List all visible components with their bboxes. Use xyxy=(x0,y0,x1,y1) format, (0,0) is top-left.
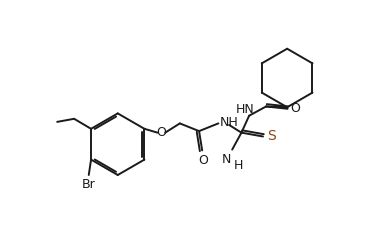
Text: NH: NH xyxy=(220,116,239,129)
Text: N: N xyxy=(221,153,230,166)
Text: HN: HN xyxy=(235,103,254,116)
Text: O: O xyxy=(198,154,208,167)
Text: O: O xyxy=(156,126,166,139)
Text: Br: Br xyxy=(82,178,96,191)
Text: O: O xyxy=(291,102,301,115)
Text: H: H xyxy=(234,159,243,172)
Text: S: S xyxy=(267,130,276,143)
